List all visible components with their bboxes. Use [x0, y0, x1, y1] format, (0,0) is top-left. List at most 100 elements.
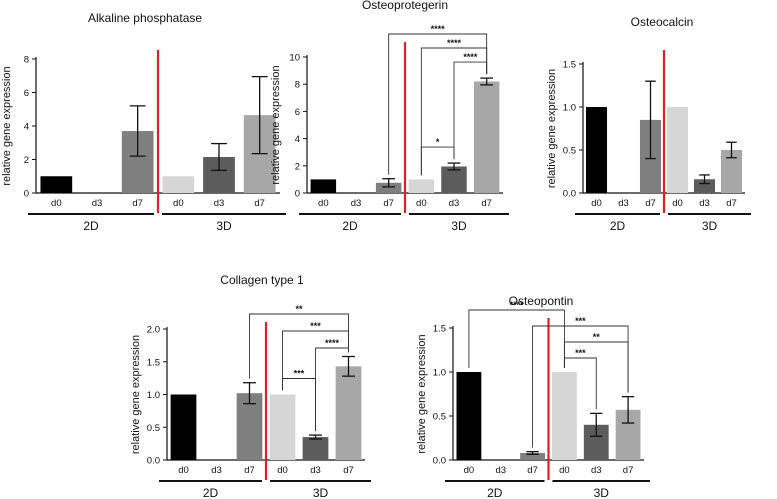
- significance-bracket: [420, 146, 455, 176]
- x-tick-label: d3: [591, 465, 602, 476]
- x-tick-label: d3: [449, 198, 460, 209]
- y-tick-label: 2.0: [147, 325, 160, 336]
- y-tick-label: 0: [295, 189, 300, 200]
- chart-panel: Osteopontin relative gene expression 0.0 0.…: [416, 294, 650, 499]
- group-label: 2D: [487, 486, 503, 499]
- significance-bracket: [282, 330, 349, 391]
- bar: [40, 176, 73, 193]
- y-tick-label: 1.0: [433, 368, 446, 379]
- x-tick-label: d3: [495, 465, 506, 476]
- x-tick-label: d3: [214, 198, 225, 209]
- x-tick-label: d0: [51, 198, 62, 209]
- significance-label: ****: [463, 52, 478, 62]
- x-tick-label: d3: [618, 198, 629, 209]
- x-tick-label: d7: [383, 198, 394, 209]
- significance-bracket: [532, 325, 629, 448]
- x-tick-label: d3: [92, 198, 103, 209]
- chart-title: Alkaline phosphatase: [88, 11, 202, 25]
- group-label: 3D: [451, 219, 467, 233]
- y-axis-label: relative gene expression: [130, 335, 142, 454]
- x-tick-label: d7: [645, 198, 656, 209]
- y-tick-label: 8: [295, 80, 300, 91]
- group-label: 2D: [203, 486, 219, 499]
- x-tick-label: d7: [623, 465, 634, 476]
- x-tick-label: d0: [559, 465, 570, 476]
- significance-bracket: [453, 61, 488, 160]
- bar: [520, 452, 545, 460]
- y-tick-label: 1.5: [147, 357, 160, 368]
- y-tick-label: 0.5: [147, 423, 160, 434]
- chart-title: Osteoprotegerin: [362, 0, 448, 12]
- chart-title: Osteopontin: [509, 294, 574, 308]
- y-tick-label: 0.5: [433, 412, 446, 423]
- significance-label: ****: [447, 38, 462, 48]
- significance-bracket: [563, 341, 629, 393]
- x-tick-label: d0: [318, 198, 329, 209]
- bar: [236, 393, 263, 460]
- chart-panel: Alkaline phosphatase relative gene expres…: [1, 11, 286, 233]
- group-label: 2D: [610, 219, 626, 233]
- y-tick-label: 4: [295, 134, 300, 145]
- x-tick-label: d0: [416, 198, 427, 209]
- x-tick-label: d0: [591, 198, 602, 209]
- significance-label: ****: [431, 24, 446, 34]
- y-tick-label: 4: [24, 122, 29, 133]
- bar: [473, 81, 500, 193]
- x-tick-label: d7: [527, 465, 538, 476]
- bar: [585, 107, 608, 193]
- bar: [408, 179, 435, 193]
- y-axis-label: relative gene expression: [416, 334, 428, 453]
- group-label: 3D: [216, 219, 232, 233]
- chart-panel: Osteocalcin relative gene expression 0.0 0.…: [546, 15, 751, 233]
- y-tick-label: 6: [295, 107, 300, 118]
- y-tick-label: 1.0: [563, 103, 576, 114]
- bar: [335, 366, 362, 460]
- bar: [170, 394, 197, 460]
- y-tick-label: 10: [289, 53, 300, 64]
- chart-title: Osteocalcin: [631, 15, 694, 29]
- bar: [375, 182, 402, 193]
- y-axis-label: relative gene expression: [1, 66, 13, 185]
- significance-bracket: [282, 378, 316, 432]
- y-tick-label: 2: [24, 155, 29, 166]
- significance-bracket: [563, 357, 597, 410]
- x-tick-label: d0: [178, 465, 189, 476]
- group-label: 2D: [83, 219, 99, 233]
- y-tick-label: 0.0: [433, 456, 446, 467]
- bar: [441, 166, 467, 193]
- bar: [720, 150, 743, 193]
- y-axis-label: relative gene expression: [270, 65, 282, 184]
- y-tick-label: 6: [24, 88, 29, 99]
- significance-label: **: [593, 332, 601, 342]
- chart-title: Collagen type 1: [220, 273, 304, 287]
- x-tick-label: d7: [132, 198, 143, 209]
- significance-label: *: [436, 137, 440, 147]
- y-tick-label: 1.5: [433, 324, 446, 335]
- y-tick-label: 0.0: [563, 189, 576, 200]
- x-tick-label: d7: [726, 198, 737, 209]
- x-tick-label: d0: [173, 198, 184, 209]
- group-label: 3D: [594, 486, 610, 499]
- group-label: 3D: [313, 486, 329, 499]
- chart-panel: Collagen type 1 relative gene expression 0…: [130, 273, 371, 499]
- x-tick-label: d7: [254, 198, 265, 209]
- y-tick-label: 0.0: [147, 456, 160, 467]
- significance-bracket: [468, 309, 565, 368]
- x-tick-label: d7: [481, 198, 492, 209]
- y-tick-label: 1.0: [147, 390, 160, 401]
- significance-label: ***: [575, 348, 586, 358]
- x-tick-label: d3: [211, 465, 222, 476]
- group-label: 2D: [342, 219, 358, 233]
- x-tick-label: d3: [699, 198, 710, 209]
- x-tick-label: d7: [244, 465, 255, 476]
- y-tick-label: 2: [295, 161, 300, 172]
- x-tick-label: d7: [343, 465, 354, 476]
- y-tick-label: 1.5: [563, 60, 576, 71]
- significance-label: ***: [575, 316, 586, 326]
- x-tick-label: d0: [277, 465, 288, 476]
- significance-label: ****: [510, 300, 525, 310]
- chart-panel: Osteoprotegerin relative gene expression 0…: [270, 0, 509, 233]
- group-label: 3D: [702, 219, 718, 233]
- significance-label: ****: [325, 338, 340, 348]
